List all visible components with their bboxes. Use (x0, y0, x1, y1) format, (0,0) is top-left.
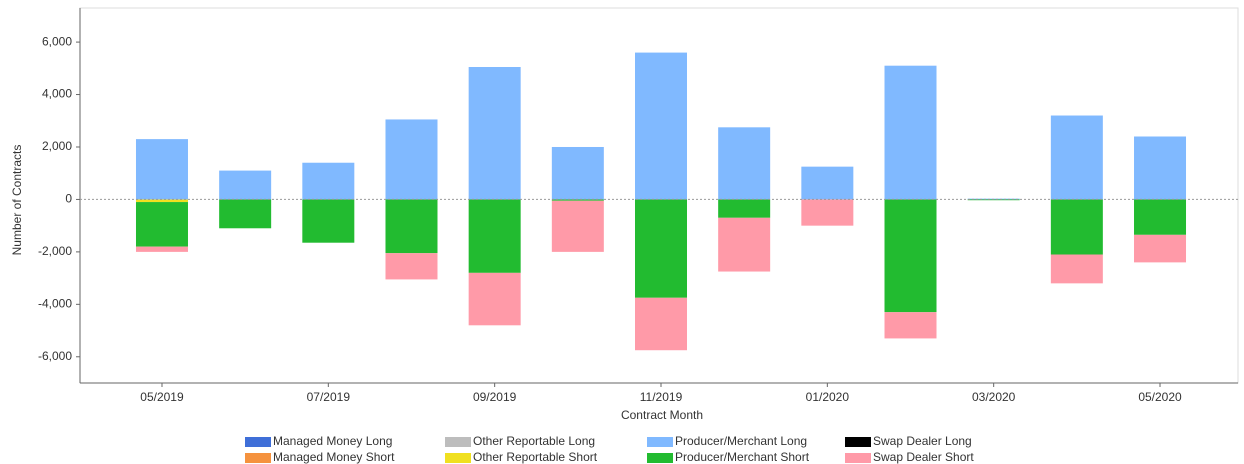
bar-segment (551, 199, 604, 201)
y-tick-label: 0 (65, 192, 72, 206)
legend-swatch (845, 437, 871, 447)
bar-segment (1134, 234, 1187, 263)
x-tick-label: 01/2020 (806, 390, 850, 404)
bar-segment (551, 200, 604, 252)
bar-segment (551, 146, 604, 200)
x-tick-label: 09/2019 (473, 390, 517, 404)
legend-label: Managed Money Long (273, 434, 392, 448)
bar-segment (884, 199, 937, 313)
x-axis-title: Contract Month (621, 408, 703, 422)
bar-segment (801, 199, 854, 226)
bar-segment (635, 297, 687, 351)
legend-label: Swap Dealer Long (873, 434, 972, 448)
legend-label: Producer/Merchant Long (675, 434, 807, 448)
legend-label: Managed Money Short (273, 450, 395, 464)
bar-segment (468, 272, 521, 326)
bar-segment (135, 246, 188, 252)
bar-segment (884, 65, 937, 200)
y-tick-label: 6,000 (42, 34, 72, 48)
x-tick-label: 05/2019 (140, 390, 184, 404)
bar-segment (385, 253, 438, 280)
bar-segment (884, 312, 937, 339)
legend-swatch (245, 453, 271, 463)
legend-label: Other Reportable Short (473, 450, 598, 464)
bar-segment (635, 199, 687, 298)
bar-segment (468, 67, 521, 200)
bar-segment (718, 199, 771, 218)
bar-segment (468, 199, 521, 273)
legend-swatch (445, 453, 471, 463)
x-tick-label: 03/2020 (972, 390, 1016, 404)
y-tick-label: -6,000 (38, 349, 72, 363)
bar-segment (219, 170, 272, 200)
bar-segment (135, 199, 188, 203)
bar-segment (302, 199, 355, 243)
legend-label: Other Reportable Long (473, 434, 595, 448)
legend-swatch (445, 437, 471, 447)
y-axis-title: Number of Contracts (10, 145, 24, 256)
bar-segment (1134, 199, 1187, 235)
bar-segment (1050, 199, 1103, 255)
y-tick-label: 4,000 (42, 87, 72, 101)
y-tick-label: -4,000 (38, 297, 72, 311)
legend-label: Producer/Merchant Short (675, 450, 810, 464)
legend-swatch (845, 453, 871, 463)
bar-segment (135, 202, 188, 247)
bar-segment (385, 199, 438, 254)
bar-segment (1134, 136, 1187, 200)
legend-swatch (647, 437, 673, 447)
bar-segment (801, 166, 854, 200)
x-tick-label: 11/2019 (640, 390, 683, 404)
legend-label: Swap Dealer Short (873, 450, 974, 464)
bar-segment (219, 199, 272, 229)
bar-segment (1050, 115, 1103, 200)
bar-segment (385, 119, 438, 200)
x-tick-label: 07/2019 (307, 390, 351, 404)
legend-swatch (647, 453, 673, 463)
bar-segment (302, 162, 355, 200)
y-tick-label: -2,000 (38, 244, 72, 258)
bar-segment (718, 127, 771, 200)
legend-swatch (245, 437, 271, 447)
bar-segment (135, 139, 188, 200)
bar-segment (1050, 254, 1103, 284)
y-tick-label: 2,000 (42, 139, 72, 153)
x-tick-label: 05/2020 (1138, 390, 1182, 404)
bar-segment (718, 217, 771, 272)
bar-segment (635, 52, 687, 200)
